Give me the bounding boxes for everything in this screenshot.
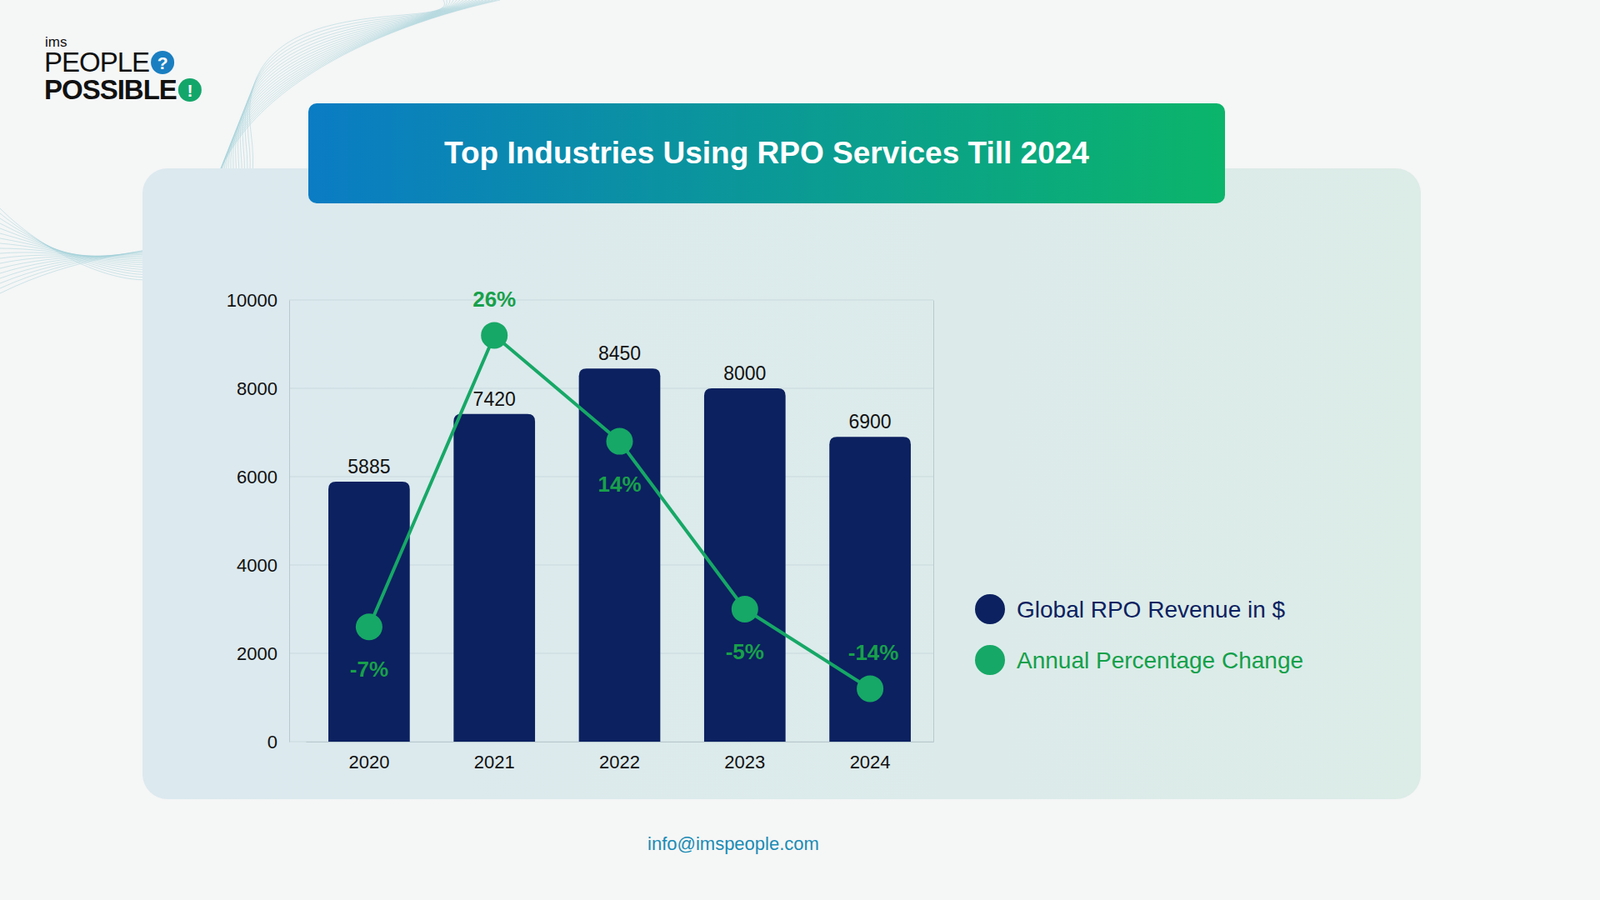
y-tick: 10000 <box>226 290 290 311</box>
y-tick: 2000 <box>236 643 290 665</box>
y-axis-line <box>289 300 290 743</box>
marker <box>731 595 759 623</box>
x-axis-line <box>306 741 935 743</box>
x-tick-label: 2021 <box>474 751 515 773</box>
x-tick-label: 2024 <box>850 751 891 773</box>
y-tick: 0 <box>267 731 290 753</box>
bar-label: 6900 <box>849 410 892 433</box>
y-tick-label: 2000 <box>236 643 278 665</box>
y2-axis <box>933 300 935 743</box>
x-tick: 2020 <box>348 741 390 773</box>
line-label: -5% <box>725 639 765 665</box>
title: Top Industries Using RPO Services Till 2… <box>444 135 1090 170</box>
logo: imsPEOPLEPOSSIBLE?! <box>44 34 202 105</box>
bar <box>328 481 410 742</box>
y-tick-label: 6000 <box>236 466 278 488</box>
legend-swatch <box>975 594 1005 625</box>
marker <box>355 613 383 640</box>
marker <box>856 675 884 702</box>
logo-line1: PEOPLE <box>44 46 150 78</box>
grid <box>289 300 934 742</box>
bar <box>704 388 786 742</box>
x-tick: 2022 <box>599 741 640 773</box>
logo-badge <box>178 78 202 102</box>
legend-label: Global RPO Revenue in $ <box>1016 596 1286 623</box>
y2-axis-line <box>933 300 935 743</box>
x-tick: 2023 <box>724 741 765 773</box>
grid-line <box>289 300 934 301</box>
x-tick: 2021 <box>474 741 515 773</box>
y-tick: 8000 <box>236 378 290 400</box>
legend: Global RPO Revenue in $ Annual Percentage… <box>975 594 1304 675</box>
y-tick: 6000 <box>236 466 290 488</box>
x-tick-label: 2020 <box>348 751 390 773</box>
logo-badge <box>150 50 175 75</box>
plot-marks <box>328 321 911 742</box>
logo-mark: ! <box>186 80 193 100</box>
line-label: 26% <box>472 286 516 312</box>
bar <box>579 368 661 742</box>
x-tick: 2024 <box>850 741 891 773</box>
logo-mark: ? <box>157 53 169 73</box>
line-label: -14% <box>848 640 900 665</box>
marker <box>606 428 634 455</box>
y-tick-label: 8000 <box>236 378 278 400</box>
footer: info@imspeople.com <box>647 833 820 855</box>
x-axis: 2020 2021 2022 2023 2024 <box>306 741 935 773</box>
line-label: -7% <box>350 656 389 682</box>
line <box>369 335 870 689</box>
bar-label: 8450 <box>598 342 641 365</box>
y-axis: 0 2000 4000 6000 8000 10000 <box>226 290 290 753</box>
bar <box>829 436 911 742</box>
y-tick-label: 4000 <box>236 555 278 576</box>
x-tick-label: 2023 <box>724 751 765 773</box>
page: Top Industries Using RPO Services Till 2… <box>0 0 1600 900</box>
logo-line2: POSSIBLE <box>44 74 177 105</box>
y-tick-label: 0 <box>267 731 278 753</box>
line-label: 14% <box>597 471 641 497</box>
y-tick: 4000 <box>236 555 290 576</box>
panel <box>142 168 1421 800</box>
bar-label: 5885 <box>347 455 390 478</box>
y-tick-label: 10000 <box>226 290 278 311</box>
data-labels: 5885 7420 8450 8000 6900 -7% 26% 14% -5% -14% <box>347 286 899 682</box>
bar-label: 7420 <box>473 388 516 410</box>
bar <box>453 414 535 742</box>
bar-label: 8000 <box>723 362 766 385</box>
background <box>0 0 1600 900</box>
legend-swatch <box>975 645 1005 675</box>
title-banner <box>308 103 1225 204</box>
marker <box>480 321 508 349</box>
x-tick-label: 2022 <box>599 751 640 773</box>
legend-label: Annual Percentage Change <box>1016 647 1304 674</box>
